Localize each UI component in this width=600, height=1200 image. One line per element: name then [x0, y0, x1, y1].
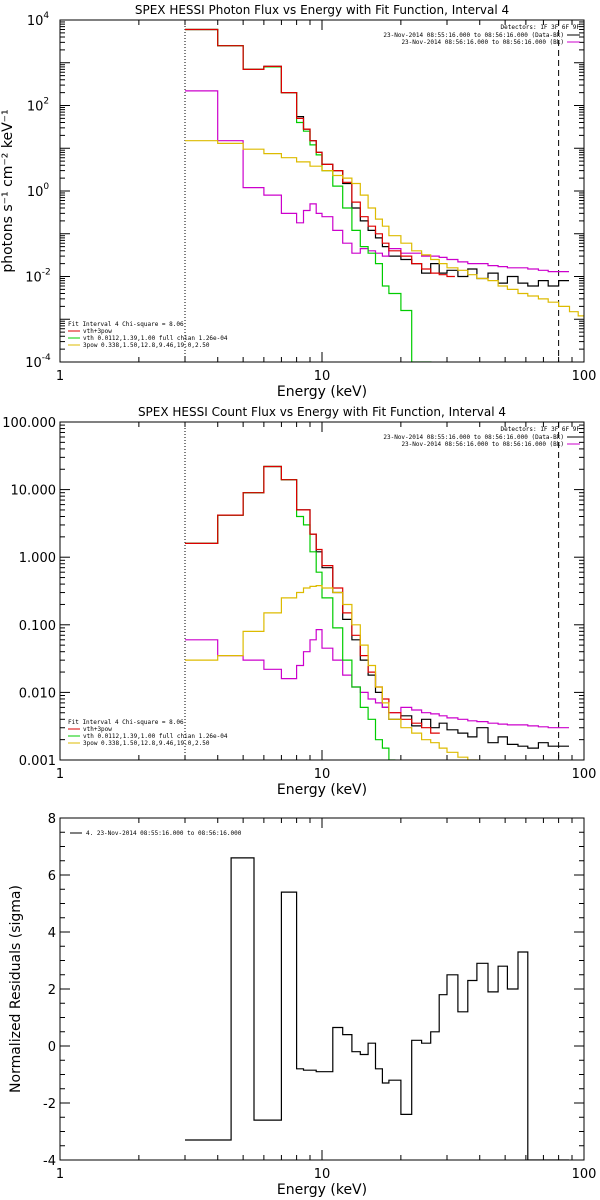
series-group — [185, 857, 569, 1160]
x-axis-label: Energy (keV) — [277, 1182, 367, 1198]
y-tick-label: 102 — [27, 97, 49, 115]
y-tick-label: 2 — [48, 983, 56, 998]
y-tick-label: 10-2 — [25, 268, 51, 286]
legend-entry: vth+3pow — [83, 328, 112, 335]
y-tick-label: 4 — [48, 926, 56, 941]
legend-entry: 4. 23-Nov-2014 08:55:16.000 to 08:56:16.… — [86, 830, 242, 837]
y-tick-label: 0.001 — [19, 754, 56, 769]
series-line-5 — [185, 585, 478, 760]
y-tick-label: 0 — [48, 1040, 56, 1055]
legend-entry: 3pow 0.338,1.50,12.8,9.46,19.0,2.50 — [83, 740, 210, 747]
x-tick-label: 1 — [56, 1167, 64, 1182]
series-line-4 — [185, 465, 440, 734]
y-tick-label: 104 — [27, 11, 50, 29]
y-tick-label: 10-4 — [25, 353, 51, 371]
x-axis-label: Energy (keV) — [277, 384, 367, 400]
legend-entry: vth+3pow — [83, 726, 112, 733]
x-tick-label: 10 — [314, 767, 331, 782]
series-line-1 — [185, 857, 569, 1160]
chart-panel-3: 1 10 100 -4 -2 0 2 4 6 8 Energy (keV) Normalized Re… — [8, 812, 596, 1198]
y-tick-label: 100.000 — [2, 416, 56, 431]
series-group — [185, 28, 584, 362]
y-tick-label: 100 — [27, 182, 50, 200]
legend-entry: 23-Nov-2014 08:56:16.000 to 08:56:16.000… — [401, 39, 564, 46]
legend-entry: vth 0.0112,1.39,1.00 full chian 1.26e-04 — [83, 733, 228, 740]
y-axis-label: photons s⁻¹ cm⁻² keV⁻¹ — [0, 109, 16, 272]
y-tick-label: -4 — [43, 1154, 56, 1169]
legend-entry: 23-Nov-2014 08:55:16.000 to 08:56:16.000… — [383, 32, 564, 39]
legend-entry: 3pow 0.338,1.50,12.8,9.46,19.0,2.50 — [83, 342, 210, 349]
y-tick-label: 8 — [48, 812, 56, 827]
y-tick-label: 0.100 — [19, 619, 56, 634]
legend-entry: 23-Nov-2014 08:56:16.000 to 08:56:16.000… — [401, 441, 564, 448]
plot-frame — [59, 817, 585, 1161]
series-line-3 — [185, 465, 396, 760]
plot-frame — [59, 19, 585, 363]
x-tick-label: 100 — [572, 1167, 597, 1182]
x-tick-label: 1 — [56, 767, 64, 782]
legend-header: Fit Interval 4 Chi-square = 8.06 — [68, 321, 184, 328]
series-group — [185, 465, 569, 760]
series-line-5 — [185, 140, 584, 319]
y-axis-label: Normalized Residuals (sigma) — [8, 885, 24, 1093]
chart-panel-2: SPEX HESSI Count Flux vs Energy with Fit… — [2, 405, 596, 798]
series-line-2 — [185, 90, 569, 273]
x-axis-label: Energy (keV) — [277, 782, 367, 798]
y-tick-label: 6 — [48, 869, 56, 884]
chart-panel-1: SPEX HESSI Photon Flux vs Energy with Fi… — [0, 3, 596, 400]
y-tick-label: 1.000 — [19, 551, 56, 566]
series-line-3 — [185, 28, 432, 362]
y-tick-label: 0.010 — [19, 686, 56, 701]
x-tick-label: 1 — [56, 369, 64, 384]
x-tick-label: 100 — [572, 767, 597, 782]
legend-header: Fit Interval 4 Chi-square = 8.06 — [68, 719, 184, 726]
x-tick-label: 100 — [572, 369, 597, 384]
legend-header: Detectors: 1F 3F 6F 9F — [501, 426, 581, 433]
y-tick-label: -2 — [43, 1097, 56, 1112]
x-tick-label: 10 — [314, 369, 331, 384]
chart-title: SPEX HESSI Count Flux vs Energy with Fit… — [138, 405, 506, 419]
series-line-4 — [185, 28, 455, 278]
x-tick-label: 10 — [314, 1167, 331, 1182]
legend-entry: 23-Nov-2014 08:55:16.000 to 08:56:16.000… — [383, 434, 564, 441]
chart-title: SPEX HESSI Photon Flux vs Energy with Fi… — [135, 3, 509, 17]
legend-header: Detectors: 1F 3F 6F 9F — [501, 24, 581, 31]
y-tick-label: 10.000 — [11, 484, 57, 499]
legend-entry: vth 0.0112,1.39,1.00 full chian 1.26e-04 — [83, 335, 228, 342]
